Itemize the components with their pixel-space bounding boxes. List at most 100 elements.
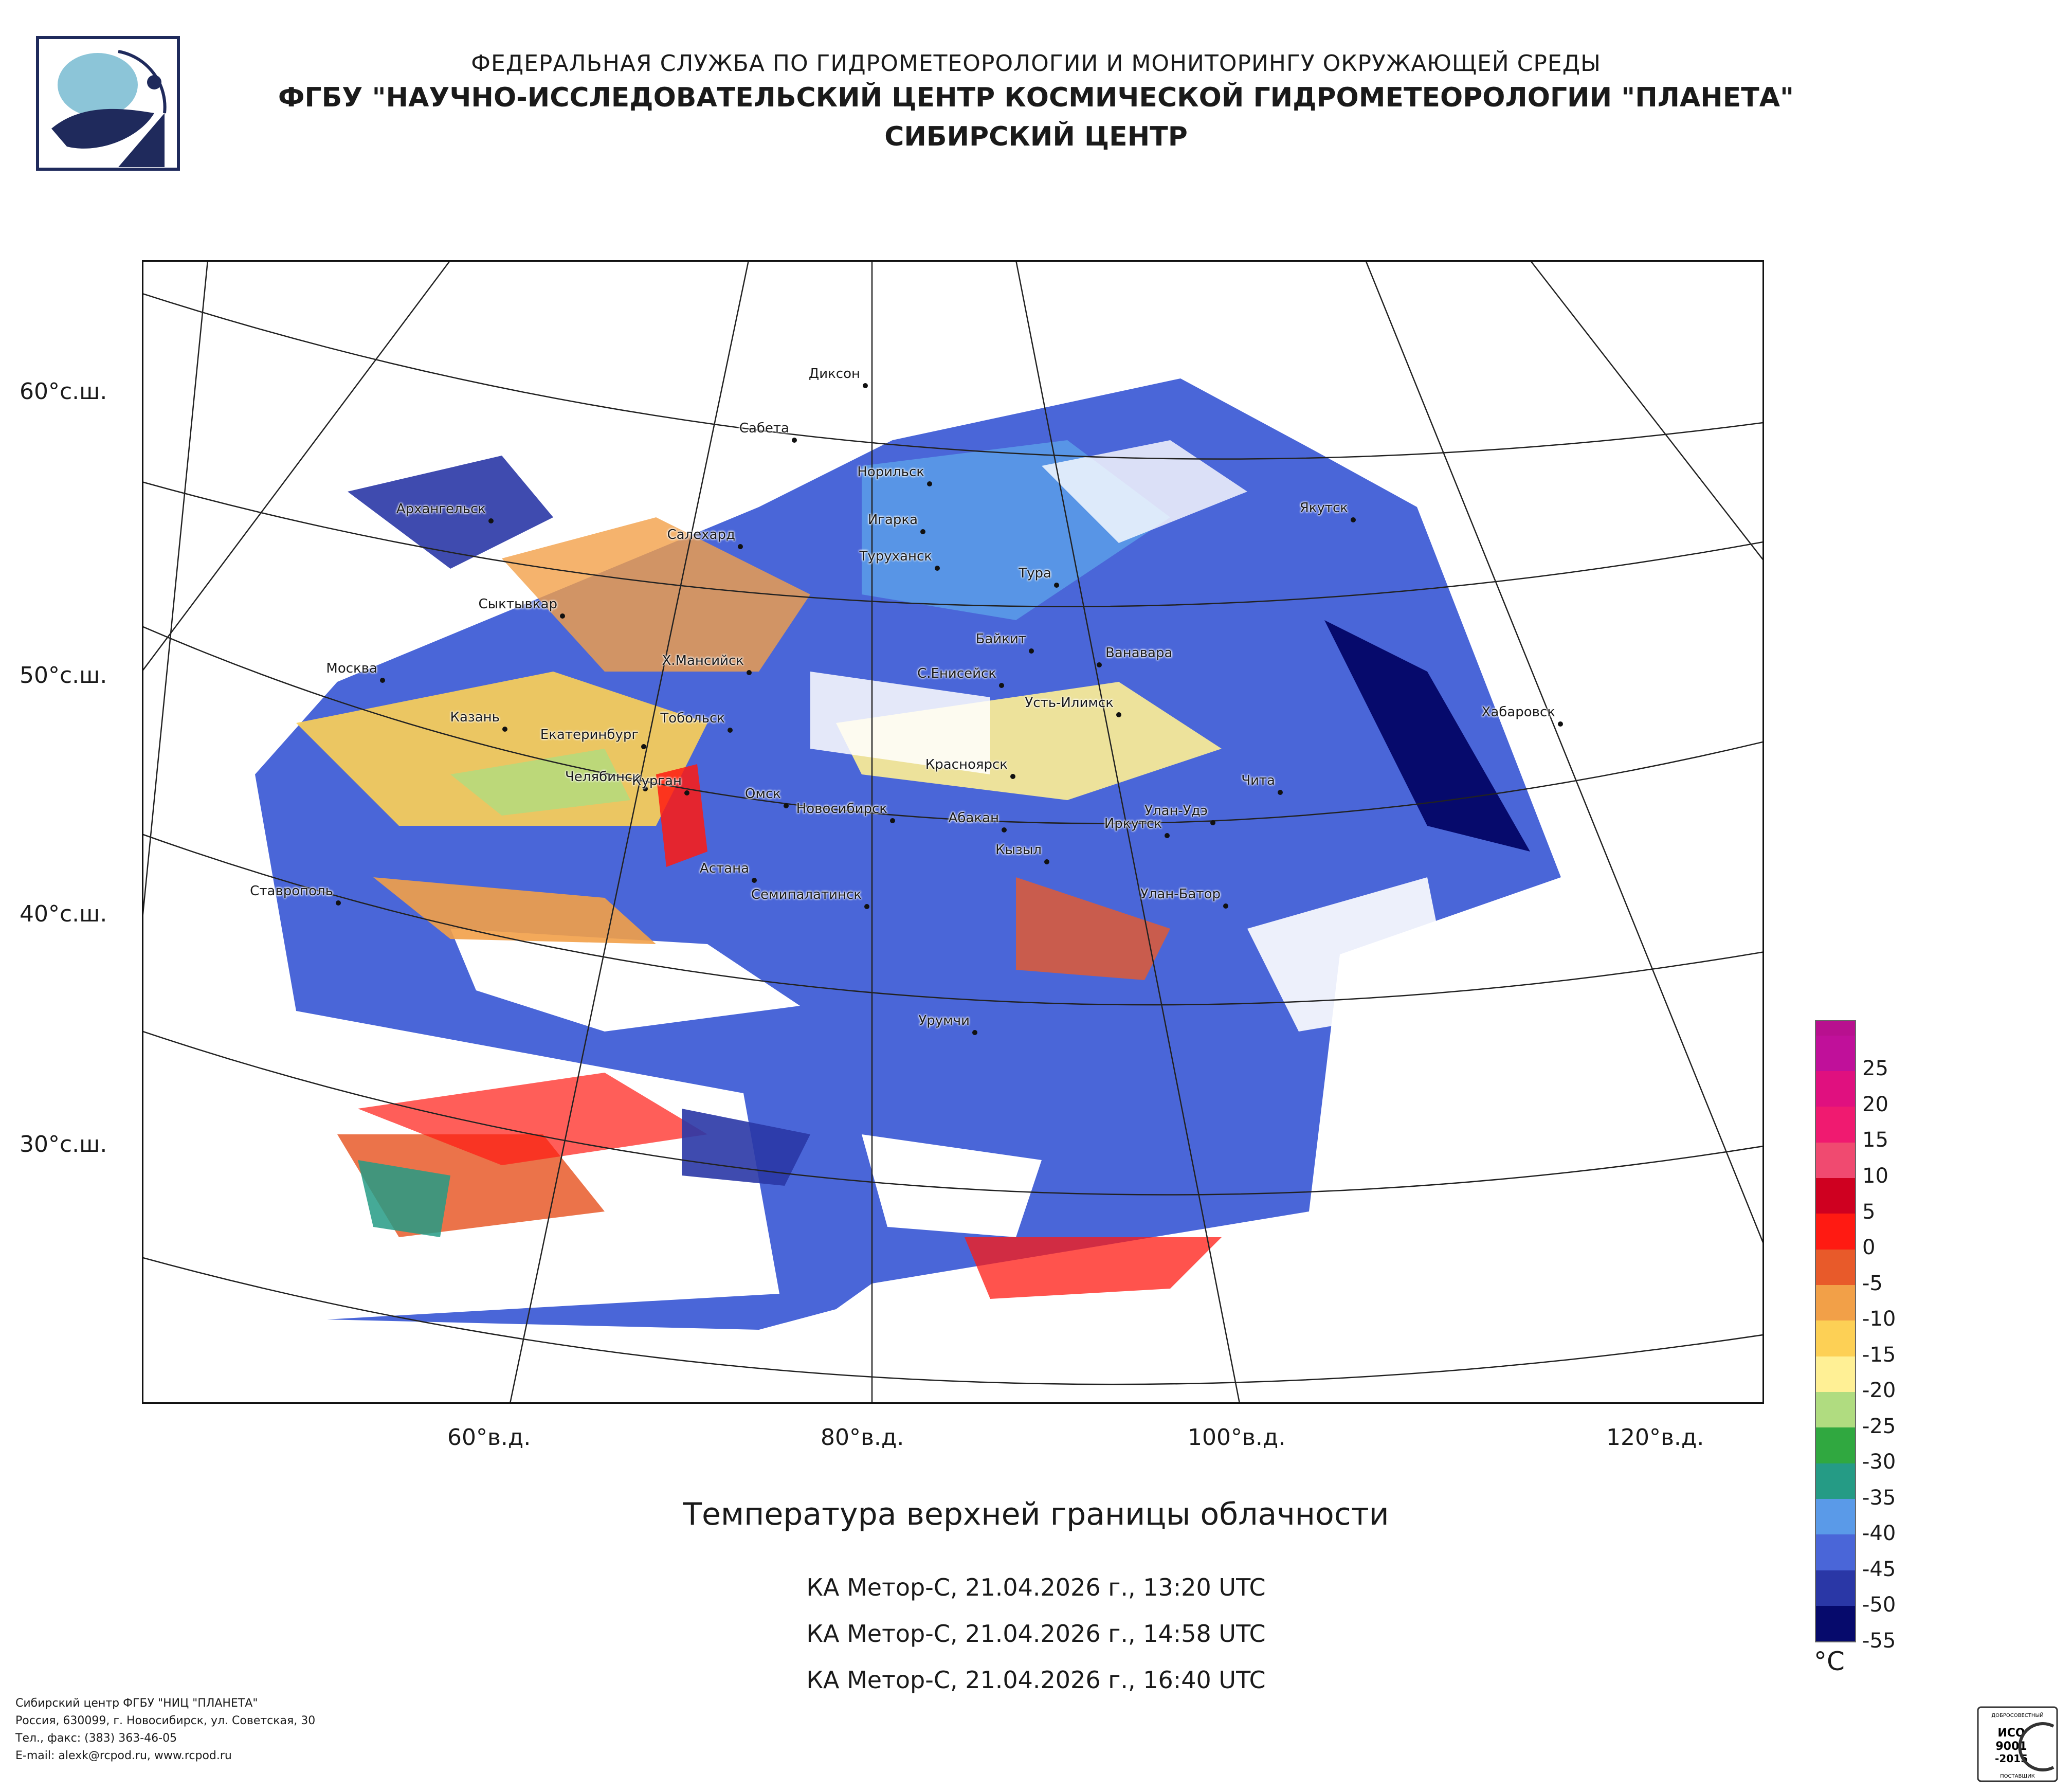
city-marker — [502, 727, 507, 732]
city-label: Якутск — [1299, 500, 1348, 516]
footer-org: Сибирский центр ФГБУ "НИЦ "ПЛАНЕТА" — [15, 1697, 258, 1710]
lon-label-60: 60°в.д. — [447, 1424, 531, 1451]
legend-swatch — [1816, 1249, 1855, 1285]
legend-swatch — [1816, 1035, 1855, 1072]
city-marker — [1029, 648, 1034, 654]
legend-label: -55 — [1862, 1629, 1896, 1653]
legend-label: -15 — [1862, 1343, 1896, 1367]
city-label: Чита — [1241, 773, 1275, 788]
legend-label: 10 — [1862, 1164, 1888, 1188]
city-label: Ставрополь — [250, 883, 333, 899]
city-marker — [1278, 790, 1283, 795]
legend-label: 0 — [1862, 1236, 1876, 1260]
lat-label-30: 30°с.ш. — [20, 1131, 107, 1157]
legend-label: -50 — [1862, 1593, 1896, 1617]
city-marker — [488, 518, 494, 523]
city-marker — [784, 803, 789, 808]
legend-swatch — [1816, 1178, 1855, 1214]
city-label: Хабаровск — [1481, 704, 1555, 720]
legend-label: -25 — [1862, 1414, 1896, 1438]
legend-label: 20 — [1862, 1092, 1888, 1116]
legend-swatch — [1816, 1356, 1855, 1392]
legend-label: -45 — [1862, 1557, 1896, 1581]
legend-swatch — [1816, 1534, 1855, 1570]
header-agency: ФЕДЕРАЛЬНАЯ СЛУЖБА ПО ГИДРОМЕТЕОРОЛОГИИ … — [471, 50, 1601, 77]
city-label: Урумчи — [918, 1013, 970, 1028]
legend-label: 15 — [1862, 1128, 1888, 1152]
city-label: Казань — [450, 710, 500, 725]
lon-label-100: 100°в.д. — [1188, 1424, 1286, 1451]
city-marker — [920, 529, 925, 534]
city-label: Астана — [699, 861, 749, 876]
city-label: Тура — [1019, 566, 1051, 581]
city-marker — [560, 613, 565, 619]
city-label: Туруханск — [859, 549, 932, 564]
iso-l2: 9001 — [1995, 1740, 2027, 1753]
legend-label: 5 — [1862, 1200, 1876, 1224]
legend-swatch — [1816, 1107, 1855, 1143]
iso-9001-badge: ДОБРОСОВЕСТНЫЙ ИСО 9001 -2015 ПОСТАВЩИК — [1977, 1706, 2058, 1782]
footer-phone: Тел., факс: (383) 363-46-05 — [15, 1732, 177, 1745]
pass-1: КА Метор-С, 21.04.2026 г., 13:20 UTC — [806, 1573, 1266, 1601]
city-marker — [1097, 662, 1102, 667]
legend-label: -30 — [1862, 1450, 1896, 1474]
city-label: Иркутск — [1104, 816, 1162, 831]
city-label: Улан-Батор — [1140, 887, 1221, 902]
city-marker — [1558, 721, 1563, 727]
legend-label: -10 — [1862, 1307, 1896, 1331]
city-label: Салехард — [667, 527, 735, 542]
city-label: Сыктывкар — [478, 596, 557, 612]
legend-swatch — [1816, 1285, 1855, 1321]
legend-swatch — [1816, 1021, 1855, 1036]
city-label: Омск — [744, 786, 781, 802]
map-title: Температура верхней границы облачности — [683, 1496, 1389, 1532]
legend-swatch — [1816, 1391, 1855, 1428]
city-label: Челябинск — [565, 769, 640, 785]
legend-swatch — [1816, 1320, 1855, 1356]
city-marker — [738, 544, 743, 549]
legend-label: -35 — [1862, 1486, 1896, 1510]
iso-bottom-text: ПОСТАВЩИК — [2000, 1774, 2035, 1779]
city-marker — [1054, 583, 1059, 588]
legend-swatch — [1816, 1142, 1855, 1179]
city-label: Новосибирск — [796, 801, 887, 817]
city-label: Абакан — [948, 810, 999, 826]
city-marker — [728, 728, 733, 733]
legend-swatch — [1816, 1071, 1855, 1107]
city-marker — [752, 878, 757, 883]
footer-address: Россия, 630099, г. Новосибирск, ул. Сове… — [15, 1714, 316, 1727]
city-marker — [380, 678, 385, 683]
iso-top-text: ДОБРОСОВЕСТНЫЙ — [1991, 1712, 2043, 1718]
city-marker — [747, 670, 752, 675]
city-label: Архангельск — [396, 501, 486, 517]
city-label: Курган — [632, 773, 682, 789]
city-marker — [1223, 903, 1228, 909]
legend-swatch — [1816, 1427, 1855, 1463]
city-marker — [1165, 833, 1170, 838]
legend-unit: °C — [1814, 1647, 1845, 1676]
city-label: С.Енисейск — [917, 666, 996, 681]
city-label: Ванавара — [1105, 645, 1173, 661]
city-label: Байкит — [975, 631, 1026, 647]
planeta-logo — [36, 36, 180, 171]
legend-label: -5 — [1862, 1271, 1883, 1295]
city-marker — [890, 818, 895, 823]
city-marker — [1010, 774, 1015, 779]
city-label: Усть-Илимск — [1025, 695, 1114, 711]
city-marker — [863, 383, 868, 388]
lon-label-80: 80°в.д. — [821, 1424, 904, 1451]
cloud-top-temperature-map — [142, 260, 1764, 1404]
city-marker — [972, 1030, 977, 1035]
graticule — [142, 260, 1764, 1404]
city-marker — [792, 438, 797, 443]
city-label: Улан-Удэ — [1144, 803, 1208, 819]
city-marker — [864, 904, 869, 909]
city-label: Екатеринбург — [540, 727, 639, 743]
city-marker — [927, 481, 932, 486]
lon-label-120: 120°в.д. — [1606, 1424, 1704, 1451]
city-marker — [643, 786, 648, 791]
legend-swatch — [1816, 1605, 1855, 1642]
city-marker — [935, 566, 940, 571]
city-marker — [1351, 517, 1356, 522]
city-marker — [999, 683, 1004, 688]
